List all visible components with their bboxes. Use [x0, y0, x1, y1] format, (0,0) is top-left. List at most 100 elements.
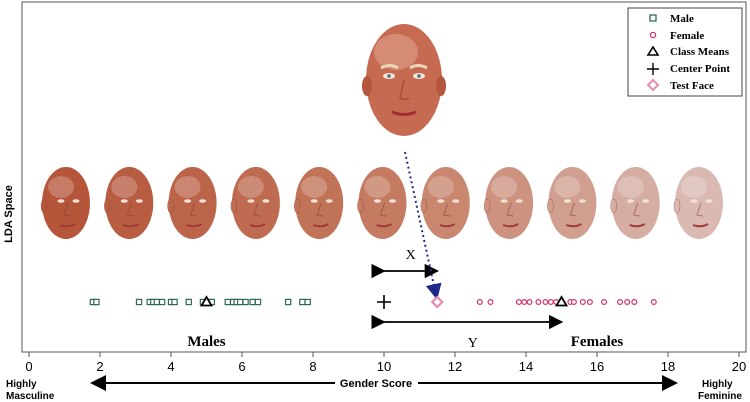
- strip-face-highlight: [174, 176, 201, 198]
- strip-face-eye: [262, 199, 270, 203]
- strip-face: [167, 167, 217, 239]
- legend-marker-triangle: [646, 45, 660, 56]
- strip-face-eye: [578, 199, 586, 203]
- strip-face-ear: [294, 198, 301, 214]
- annotation-y: Y: [371, 314, 564, 351]
- strip-face-ear: [420, 198, 427, 214]
- legend-marker-diamond: [646, 78, 660, 92]
- male-point: [185, 298, 192, 306]
- female-point: [476, 299, 483, 306]
- data-points: [89, 295, 657, 309]
- annotation-x-label: X: [406, 248, 416, 263]
- face-strip: [40, 167, 723, 239]
- strip-face-mouth: [629, 223, 646, 228]
- strip-face-highlight: [617, 176, 644, 198]
- test-face-mouth: [391, 110, 417, 116]
- strip-face-mouth: [249, 223, 266, 228]
- female-point: [542, 299, 549, 306]
- male-point: [153, 298, 160, 306]
- x-tick-label: 12: [448, 359, 462, 374]
- male-point: [171, 298, 178, 306]
- x-tick-label: 0: [25, 359, 32, 374]
- strip-face-eye: [627, 199, 635, 203]
- legend-label-center-point: Center Point: [670, 63, 730, 75]
- legend-box: [627, 7, 743, 97]
- females-label: Females: [571, 334, 624, 350]
- left-end-label-line1: Highly: [6, 379, 37, 390]
- strip-face-highlight: [301, 176, 328, 198]
- male-point: [237, 298, 244, 306]
- test-face-nose: [399, 79, 410, 101]
- strip-face-nose: [253, 202, 260, 217]
- strip-face: [610, 167, 660, 239]
- male-point: [224, 298, 231, 306]
- strip-face-mouth: [566, 223, 582, 228]
- test-face-ear-left: [362, 76, 372, 96]
- strip-face-ear: [104, 198, 111, 214]
- strip-face-highlight: [48, 176, 74, 198]
- male-point: [249, 298, 256, 306]
- female-point: [526, 299, 533, 306]
- strip-face-eye: [247, 199, 255, 203]
- strip-face-ear: [547, 198, 554, 214]
- strip-face: [40, 167, 90, 239]
- legend-label-test-face: Test Face: [670, 80, 714, 92]
- strip-face-head: [611, 167, 660, 239]
- strip-face-eye: [563, 199, 571, 203]
- strip-face-eye: [452, 199, 460, 203]
- test-face-pupil-left: [387, 74, 391, 78]
- test-face-point: [430, 295, 444, 309]
- annotation-x: X: [371, 248, 440, 279]
- strip-face-eye: [705, 199, 713, 203]
- strip-face-highlight: [364, 176, 391, 198]
- male-point: [304, 298, 311, 306]
- strip-face: [673, 167, 723, 239]
- female-point: [535, 299, 542, 306]
- x-tick-label: 14: [519, 359, 533, 374]
- strip-face-head: [421, 167, 470, 239]
- male-point: [242, 298, 249, 306]
- strip-face-eye: [642, 199, 650, 203]
- male-point: [299, 298, 306, 306]
- test-face-portrait: [362, 24, 446, 136]
- strip-face-nose: [316, 202, 324, 217]
- female-point: [631, 299, 638, 306]
- x-axis-label: Gender Score: [340, 378, 412, 390]
- strip-face-nose: [189, 202, 197, 217]
- strip-face: [420, 167, 470, 239]
- strip-face-eye: [310, 199, 318, 203]
- test-face-ear-right: [436, 76, 446, 96]
- strip-face-head: [675, 167, 723, 239]
- strip-face-ear: [483, 198, 491, 214]
- strip-face-eye: [57, 199, 65, 203]
- strip-face-nose: [379, 202, 387, 217]
- strip-face-mouth: [692, 223, 709, 228]
- annotation-y-label: Y: [468, 336, 478, 351]
- strip-face-eye: [374, 199, 381, 203]
- male-point: [254, 298, 262, 306]
- strip-face: [294, 167, 344, 239]
- strip-face-highlight: [237, 176, 264, 198]
- test-face-pupil-right: [417, 74, 421, 78]
- strip-face-nose: [126, 202, 134, 217]
- strip-face-head: [358, 167, 407, 239]
- right-end-label-line1: Highly: [702, 379, 733, 390]
- strip-face-mouth: [122, 223, 139, 228]
- strip-face-ear: [673, 198, 681, 214]
- x-tick-label: 10: [377, 359, 391, 374]
- strip-face-nose: [569, 202, 577, 217]
- legend-item-male: Male: [649, 13, 694, 25]
- female-point: [617, 299, 624, 306]
- legend-item-center-point: Center Point: [647, 63, 730, 75]
- strip-face: [357, 167, 407, 239]
- male-point: [284, 298, 292, 306]
- male-point: [158, 298, 166, 306]
- strip-face-eye: [199, 199, 207, 203]
- strip-face-ear: [230, 198, 238, 214]
- x-tick-label: 4: [167, 359, 174, 374]
- female-point: [570, 299, 577, 306]
- strip-face-head: [105, 167, 154, 239]
- class-mean-point: [554, 295, 569, 307]
- female-point: [601, 299, 608, 306]
